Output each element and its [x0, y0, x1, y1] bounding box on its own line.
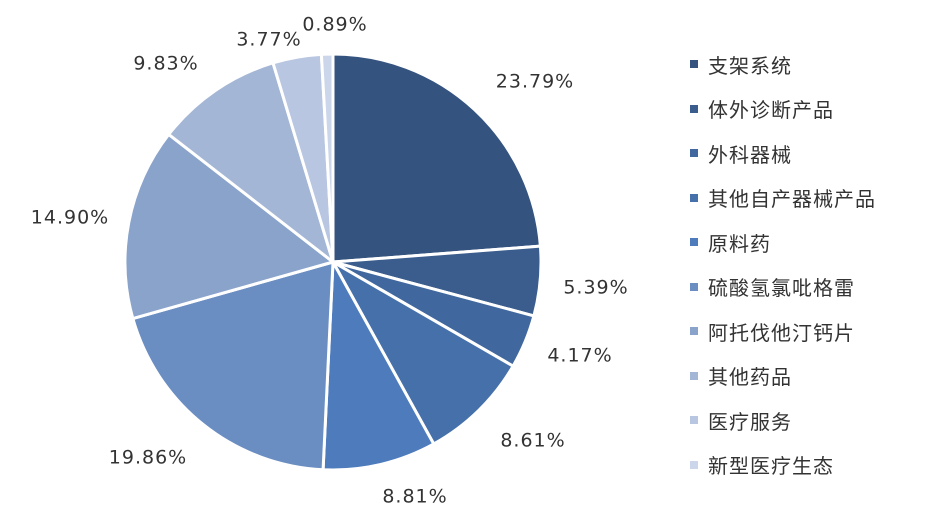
- pie-label-2: 5.39%: [563, 277, 628, 299]
- legend-swatch: [690, 238, 698, 247]
- legend-item-8: 其他药品: [690, 354, 930, 399]
- pie-slice-4: [331, 260, 515, 446]
- pie-label-6: 19.86%: [109, 447, 187, 469]
- legend-swatch: [690, 416, 698, 425]
- legend-label: 阿托伐他汀钙片: [708, 320, 855, 345]
- pie-slice-10: [319, 52, 335, 264]
- chart-legend: 支架系统体外诊断产品 外科器械其他自产器械产品 原料药硫酸氢氯吡格雷 阿托伐他汀钙片其…: [690, 42, 930, 487]
- pie-slice-7: [123, 132, 335, 321]
- legend-item-9: 医疗服务: [690, 398, 930, 443]
- pie-label-9: 3.77%: [236, 29, 301, 51]
- legend-item-2: 体外诊断产品: [690, 87, 930, 132]
- pie-slice-1: [331, 52, 542, 264]
- legend-label: 硫酸氢氯吡格雷: [708, 276, 855, 301]
- legend-label: 其他自产器械产品: [708, 187, 876, 212]
- pie-label-5: 8.81%: [382, 486, 447, 508]
- legend-item-7: 阿托伐他汀钙片: [690, 309, 930, 354]
- legend-swatch: [690, 460, 698, 469]
- legend-item-6: 硫酸氢氯吡格雷: [690, 265, 930, 310]
- legend-swatch: [690, 371, 698, 380]
- legend-label: 原料药: [708, 231, 771, 256]
- pie-slices: [123, 52, 543, 472]
- legend-swatch: [690, 104, 698, 113]
- legend-swatch: [690, 149, 698, 158]
- legend-item-5: 原料药: [690, 220, 930, 265]
- pie-label-3: 4.17%: [547, 345, 612, 367]
- legend-swatch: [690, 282, 698, 291]
- legend-label: 外科器械: [708, 142, 792, 167]
- pie-label-7: 14.90%: [31, 207, 109, 229]
- legend-label: 新型医疗生态: [708, 454, 834, 479]
- pie-slice-8: [167, 61, 335, 264]
- legend-item-10: 新型医疗生态: [690, 443, 930, 488]
- legend-item-1: 支架系统: [690, 42, 930, 87]
- pie-label-10: 0.89%: [302, 14, 367, 36]
- legend-label: 其他药品: [708, 365, 792, 390]
- legend-label: 支架系统: [708, 53, 792, 78]
- legend-label: 体外诊断产品: [708, 98, 834, 123]
- legend-item-4: 其他自产器械产品: [690, 176, 930, 221]
- legend-swatch: [690, 327, 698, 336]
- pie-label-4: 8.61%: [500, 430, 565, 452]
- pie-label-8: 9.83%: [133, 53, 198, 75]
- legend-item-3: 外科器械: [690, 131, 930, 176]
- pie-labels: 23.79% 5.39% 4.17% 8.61% 8.81% 19.86% 14.90% 9.…: [31, 14, 628, 508]
- pie-slice-6: [131, 260, 335, 472]
- legend-label: 医疗服务: [708, 409, 792, 434]
- legend-swatch: [690, 60, 698, 69]
- legend-swatch: [690, 193, 698, 202]
- pie-slice-5: [321, 260, 436, 472]
- pie-label-1: 23.79%: [496, 71, 574, 93]
